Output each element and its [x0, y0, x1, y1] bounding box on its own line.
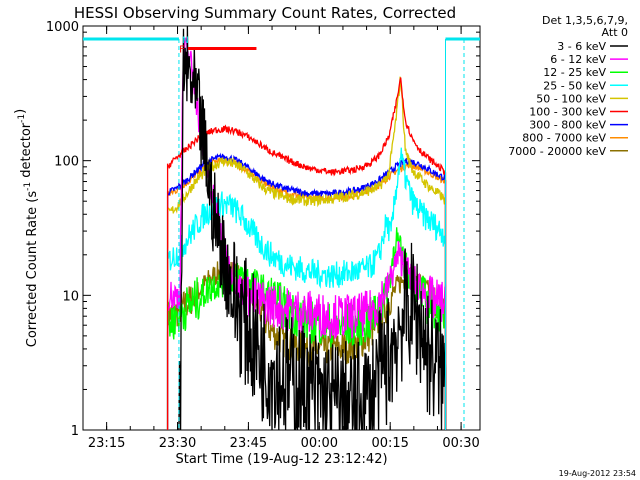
- chart-title: HESSI Observing Summary Count Rates, Cor…: [74, 4, 456, 22]
- legend-label: 7000 - 20000 keV: [508, 145, 606, 158]
- legend-label: 25 - 50 keV: [543, 79, 606, 92]
- night-label: N: [182, 36, 189, 46]
- series-line: [166, 77, 447, 430]
- plot-area: 1 10 100 1000 23:15 23:30 23:45 00:00 00:15 00:30…: [13, 20, 481, 467]
- legend-label: 12 - 25 keV: [543, 66, 606, 79]
- date-stamp: 19-Aug-2012 23:54: [559, 469, 636, 478]
- y-tick-label: 1000: [46, 20, 79, 35]
- x-tick-label: 00:15: [371, 436, 408, 451]
- y-axis-label: Corrected Count Rate (s-1 detector-1): [13, 109, 40, 347]
- series-line: [166, 36, 447, 430]
- x-tick-label: 23:30: [159, 436, 196, 451]
- y-axis-label-part: ): [13, 109, 28, 114]
- legend-label: 300 - 800 keV: [529, 119, 606, 132]
- x-tick-label: 00:30: [442, 436, 479, 451]
- flare-flag-label: F: [179, 45, 185, 56]
- y-axis-label-superscript: -1: [17, 114, 27, 123]
- data-layer: [166, 26, 447, 430]
- legend-header: Det 1,3,5,6,7,9,: [542, 14, 628, 27]
- legend-label: 50 - 100 keV: [536, 92, 606, 105]
- legend-label: 800 - 7000 keV: [522, 132, 606, 145]
- y-axis-label-part: detector: [19, 122, 34, 182]
- plot-frame: [82, 25, 481, 431]
- y-axis-label-superscript: -1: [23, 182, 33, 191]
- y-tick-label: 10: [62, 289, 79, 304]
- series-line: [178, 26, 447, 430]
- legend-header: Att 0: [602, 26, 628, 39]
- x-tick-label: 23:45: [230, 436, 267, 451]
- x-tick-label: 00:00: [301, 436, 338, 451]
- series-line: [166, 76, 447, 430]
- y-axis-label-part: Corrected Count Rate (s: [25, 191, 40, 348]
- x-axis-label: Start Time (19-Aug-12 23:12:42): [175, 452, 387, 467]
- legend-label: 6 - 12 keV: [550, 53, 606, 66]
- legend-label: 3 - 6 keV: [557, 40, 606, 53]
- legend-label: 100 - 300 keV: [529, 106, 606, 119]
- y-tick-label: 1: [71, 424, 79, 439]
- y-tick-label: 100: [54, 155, 79, 170]
- x-tick-label: 23:15: [88, 436, 125, 451]
